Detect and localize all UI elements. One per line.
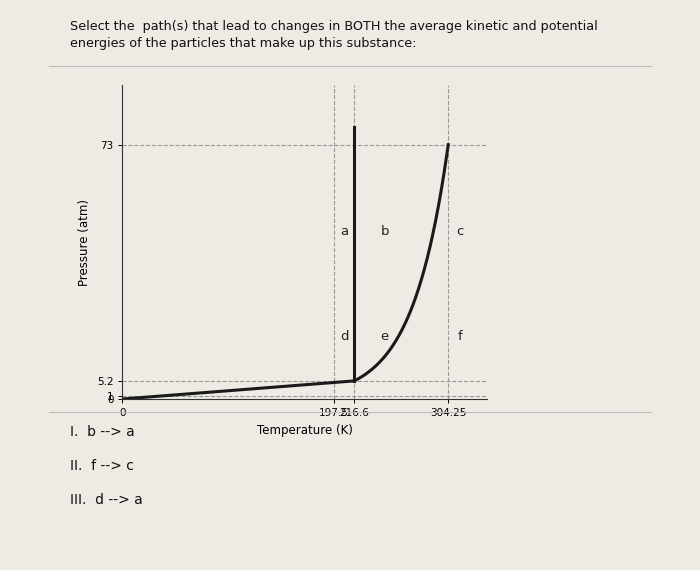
X-axis label: Temperature (K): Temperature (K) [257, 424, 352, 437]
Text: energies of the particles that make up this substance:: energies of the particles that make up t… [70, 37, 416, 50]
Text: Select the  path(s) that lead to changes in BOTH the average kinetic and potenti: Select the path(s) that lead to changes … [70, 20, 598, 33]
Text: f: f [457, 330, 462, 343]
Text: a: a [340, 225, 348, 238]
Text: e: e [381, 330, 389, 343]
Text: c: c [456, 225, 463, 238]
Text: I.  b --> a: I. b --> a [70, 425, 134, 439]
Text: b: b [381, 225, 389, 238]
Text: d: d [340, 330, 349, 343]
Y-axis label: Pressure (atm): Pressure (atm) [78, 199, 91, 286]
Text: III.  d --> a: III. d --> a [70, 493, 143, 507]
Text: II.  f --> c: II. f --> c [70, 459, 134, 473]
